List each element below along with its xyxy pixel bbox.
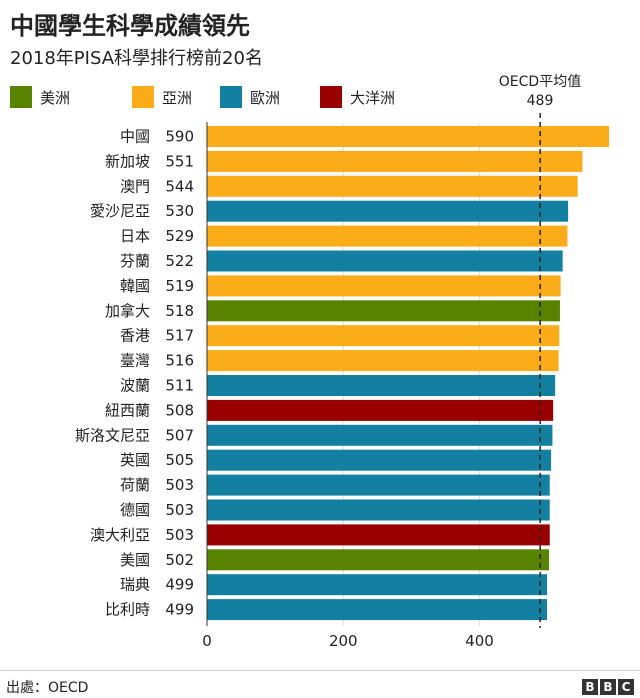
- bar: [207, 150, 583, 172]
- bar: [207, 549, 550, 571]
- category-label: 愛沙尼亞: [90, 202, 150, 220]
- category-label: 斯洛文尼亞: [75, 426, 150, 444]
- category-label: 日本: [120, 227, 150, 245]
- bbc-logo-letter: B: [600, 679, 616, 695]
- bar: [207, 599, 547, 621]
- bar: [207, 375, 556, 396]
- source-note: 出處：OECD: [6, 680, 89, 696]
- category-label: 臺灣: [120, 352, 150, 370]
- category-label: 新加坡: [105, 152, 150, 170]
- value-label: 519: [165, 277, 194, 295]
- value-label: 551: [165, 152, 194, 170]
- value-label: 544: [165, 177, 194, 195]
- value-label: 517: [165, 327, 194, 345]
- reference-label-value: 489: [526, 93, 554, 109]
- value-label: 503: [165, 476, 194, 494]
- x-tick-label: 200: [329, 632, 358, 650]
- legend-label-americas: 美洲: [40, 88, 71, 107]
- value-label: 590: [165, 128, 194, 146]
- value-label: 511: [165, 377, 194, 395]
- category-label: 德國: [120, 501, 150, 519]
- value-label: 505: [165, 451, 194, 469]
- category-label: 比利時: [105, 601, 150, 619]
- bar: [207, 300, 560, 322]
- bar: [207, 275, 561, 297]
- reference-line-label: OECD平均值 489: [484, 73, 596, 111]
- value-label: 502: [165, 551, 194, 569]
- bar: [207, 175, 578, 197]
- category-label: 荷蘭: [120, 476, 150, 494]
- category-label: 美國: [120, 551, 150, 569]
- bar: [207, 126, 609, 147]
- bar: [207, 225, 568, 247]
- category-label: 加拿大: [105, 302, 150, 320]
- value-label: 530: [165, 202, 194, 220]
- category-label: 英國: [120, 451, 150, 469]
- chart-subtitle: 2018年PISA科學排行榜前20名: [10, 48, 263, 69]
- bar: [207, 474, 550, 496]
- legend-swatch-europe: [220, 86, 242, 108]
- category-label: 中國: [120, 128, 150, 146]
- value-label: 507: [165, 426, 194, 444]
- value-label: 508: [165, 401, 194, 419]
- bar: [207, 350, 559, 372]
- bbc-logo: B B C: [582, 679, 634, 695]
- legend-swatch-oceania: [320, 86, 342, 108]
- category-label: 紐西蘭: [105, 401, 150, 419]
- bar: [207, 399, 554, 421]
- category-label: 澳大利亞: [90, 526, 150, 544]
- bbc-logo-letter: B: [582, 679, 598, 695]
- value-label: 499: [165, 576, 194, 594]
- legend-item-asia: 亞洲: [132, 86, 192, 108]
- value-label: 503: [165, 526, 194, 544]
- value-label: 503: [165, 501, 194, 519]
- legend-swatch-asia: [132, 86, 154, 108]
- bar: [207, 499, 550, 521]
- value-label: 518: [165, 302, 194, 320]
- x-tick-label: 400: [465, 632, 494, 650]
- category-label: 韓國: [120, 277, 150, 295]
- category-label: 香港: [120, 327, 150, 345]
- bar-chart: 0 200 400 中國 590 新加坡 551 澳門 544 愛沙尼亞 530 日本 529 芬蘭 522…: [75, 113, 609, 650]
- legend-item-oceania: 大洋洲: [320, 86, 395, 108]
- x-tick-label: 0: [202, 632, 212, 650]
- value-label: 529: [165, 227, 194, 245]
- legend-label-europe: 歐洲: [250, 88, 281, 107]
- bar: [207, 250, 563, 272]
- bar: [207, 524, 550, 546]
- reference-label-text: OECD平均值: [498, 74, 582, 90]
- category-label: 澳門: [120, 177, 150, 195]
- bar: [207, 449, 552, 471]
- legend-label-asia: 亞洲: [162, 88, 193, 107]
- legend: 美洲 亞洲 歐洲 大洋洲: [10, 86, 430, 108]
- value-label: 522: [165, 252, 194, 270]
- category-label: 芬蘭: [120, 252, 150, 270]
- category-label: 波蘭: [120, 377, 150, 395]
- bar: [207, 424, 553, 446]
- legend-label-oceania: 大洋洲: [350, 88, 396, 107]
- footer-divider: [0, 670, 640, 671]
- legend-item-americas: 美洲: [10, 86, 70, 108]
- bar: [207, 200, 569, 222]
- bar: [207, 574, 547, 596]
- legend-swatch-americas: [10, 86, 32, 108]
- value-label: 516: [165, 352, 194, 370]
- value-label: 499: [165, 601, 194, 619]
- legend-item-europe: 歐洲: [220, 86, 280, 108]
- bar: [207, 325, 560, 347]
- bbc-logo-letter: C: [618, 679, 634, 695]
- chart-title: 中國學生科學成績領先: [10, 12, 250, 40]
- category-label: 瑞典: [120, 576, 150, 594]
